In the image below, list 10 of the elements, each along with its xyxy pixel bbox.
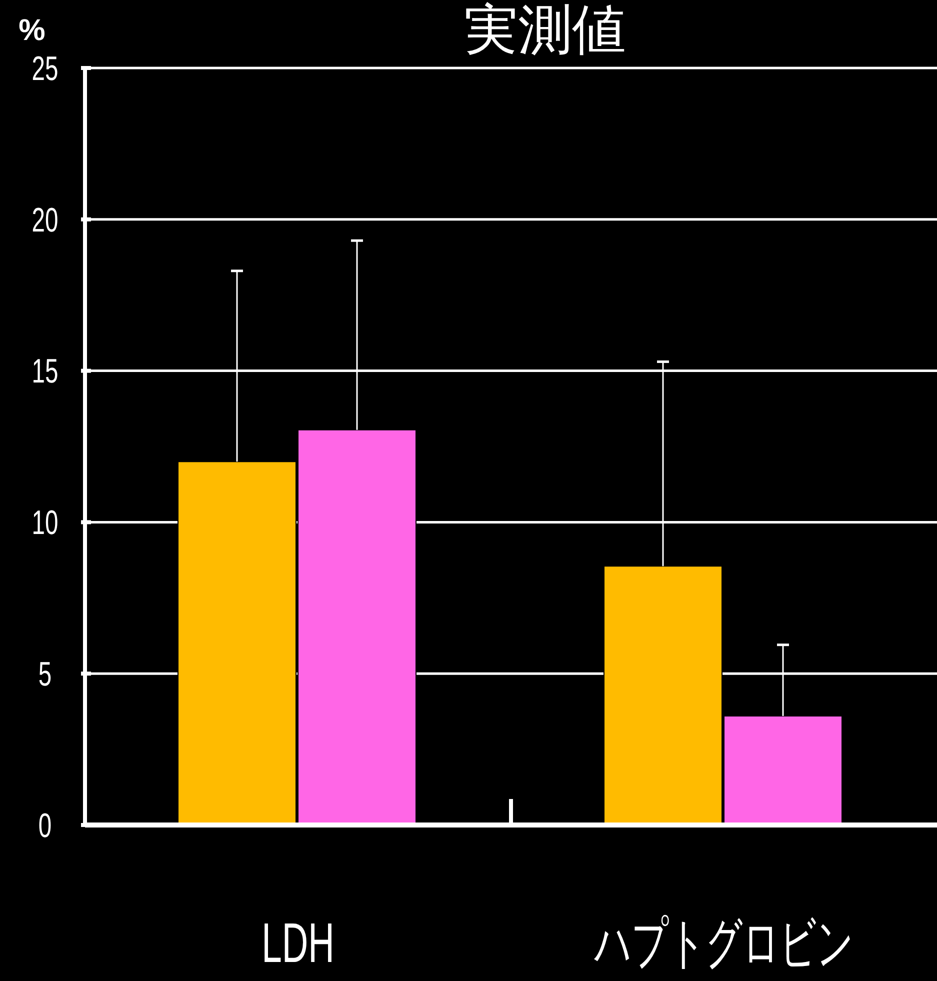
y-tick-label: 25 [32, 50, 58, 88]
x-tick-label: ハプトグロビン [594, 912, 854, 976]
x-tick-label: LDH [262, 912, 334, 976]
y-tick-label: 15 [32, 352, 58, 391]
y-tick-label: 5 [38, 655, 52, 694]
y-tick-label: 0 [38, 806, 52, 846]
y-axis-title: % [18, 14, 46, 47]
y-tick-label: 10 [32, 504, 58, 542]
y-tick-label: 20 [32, 201, 58, 240]
chart-title: 実測値 [464, 0, 626, 60]
